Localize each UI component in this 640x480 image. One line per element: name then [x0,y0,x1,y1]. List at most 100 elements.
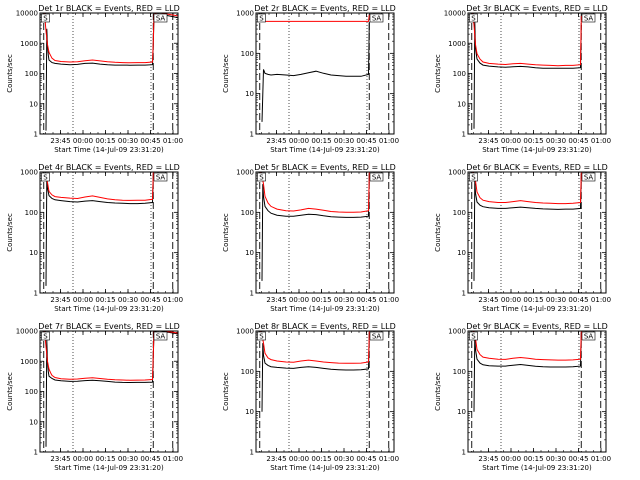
annotation-label: S [43,333,48,341]
x-tick-label: 00:30 [118,455,138,463]
y-axis-label: Counts/sec [434,54,442,93]
plot-title: Det 4r BLACK = Events, RED = LLD [38,163,180,172]
y-tick-label: 1 [250,131,254,139]
x-tick-label: 01:00 [163,455,183,463]
x-tick-label: 00:15 [523,137,543,145]
series-lld [44,171,154,201]
series-events [473,332,582,412]
plot-frame [39,12,179,135]
plot-frame [39,171,179,294]
y-axis-label: Counts/sec [434,213,442,252]
x-axis-label: Start Time (14-Jul-09 23:31:20) [270,146,380,154]
y-tick-label: 10 [457,249,466,257]
y-tick-label: 1000 [448,40,466,48]
annotation-label: SA [584,333,594,341]
annotation-label: S [471,333,476,341]
x-tick-label: 01:00 [591,137,611,145]
x-tick-label: 00:30 [334,137,354,145]
plot-title: Det 1r BLACK = Events, RED = LLD [38,4,180,13]
y-axis-label: Counts/sec [434,372,442,411]
series-events [261,332,370,412]
y-tick-label: 1000 [236,169,254,177]
x-tick-label: 01:00 [591,296,611,304]
annotation-box [257,172,266,182]
annotation-box [469,331,478,341]
y-tick-label: 1000 [448,328,466,336]
annotation-label: S [43,15,48,23]
plot-frame [255,330,395,453]
x-tick-label: 00:45 [140,137,160,145]
series-lld [260,330,370,364]
x-tick-label: 00:00 [73,455,93,463]
y-tick-label: 10 [457,408,466,416]
plot-frame [467,12,607,135]
x-tick-label: 00:00 [289,296,309,304]
x-tick-label: 00:15 [311,296,331,304]
x-tick-label: 00:30 [118,296,138,304]
y-tick-label: 10 [29,100,38,108]
x-tick-label: 00:45 [356,137,376,145]
annotation-box [257,13,266,23]
plot-frame [255,171,395,294]
y-tick-label: 1000 [236,10,254,18]
plot-title: Det 2r BLACK = Events, RED = LLD [254,4,396,13]
detector-plot-1: Det 1r BLACK = Events, RED = LLD Counts/s… [6,4,183,154]
x-tick-label: 00:15 [95,455,115,463]
y-tick-label: 1000 [236,328,254,336]
series-events [261,21,370,122]
x-tick-label: 00:45 [568,296,588,304]
y-tick-label: 100 [453,70,466,78]
plot-title: Det 3r BLACK = Events, RED = LLD [466,4,608,13]
x-tick-label: 00:30 [334,296,354,304]
annotation-box [581,13,596,23]
y-tick-label: 100 [453,368,466,376]
x-tick-label: 00:45 [140,455,160,463]
annotation-label: SA [372,174,382,182]
annotation-box [153,331,168,341]
annotation-label: SA [156,15,166,23]
x-tick-label: 00:15 [95,296,115,304]
plot-frame [255,12,395,135]
x-axis-label: Start Time (14-Jul-09 23:31:20) [54,464,164,472]
x-tick-label: 00:00 [501,296,521,304]
y-tick-label: 10 [245,90,254,98]
series-events [261,173,370,281]
y-tick-label: 1 [250,449,254,457]
y-tick-label: 10 [29,249,38,257]
y-tick-label: 100 [25,70,38,78]
x-tick-label: 23:45 [478,296,498,304]
x-tick-label: 00:30 [334,455,354,463]
annotation-box [581,331,596,341]
x-tick-label: 23:45 [50,137,70,145]
x-tick-label: 00:00 [73,137,93,145]
y-tick-label: 1 [462,449,466,457]
x-tick-label: 23:45 [266,455,286,463]
annotation-box [41,172,50,182]
x-tick-label: 23:45 [478,137,498,145]
x-axis-label: Start Time (14-Jul-09 23:31:20) [54,146,164,154]
detector-plot-5: Det 5r BLACK = Events, RED = LLD Counts/s… [222,163,399,313]
x-axis-label: Start Time (14-Jul-09 23:31:20) [54,305,164,313]
plot-frame [39,330,179,453]
x-tick-label: 23:45 [266,137,286,145]
annotation-box [369,172,384,182]
x-tick-label: 00:30 [546,455,566,463]
annotation-box [369,331,384,341]
y-tick-label: 100 [241,209,254,217]
x-tick-label: 01:00 [591,455,611,463]
detector-plot-9: Det 9r BLACK = Events, RED = LLD Counts/s… [434,322,611,472]
y-tick-label: 1 [34,290,38,298]
annotation-box [469,13,478,23]
y-tick-label: 10000 [16,10,38,18]
detector-plot-3: Det 3r BLACK = Events, RED = LLD Counts/s… [434,4,611,154]
annotation-label: SA [372,15,382,23]
plot-frame [467,330,607,453]
annotation-label: SA [584,174,594,182]
y-tick-label: 10 [29,418,38,426]
y-tick-label: 1000 [20,358,38,366]
y-axis-label: Counts/sec [222,372,230,411]
series-events [45,13,179,131]
y-tick-label: 1 [34,131,38,139]
plot-title: Det 5r BLACK = Events, RED = LLD [254,163,396,172]
